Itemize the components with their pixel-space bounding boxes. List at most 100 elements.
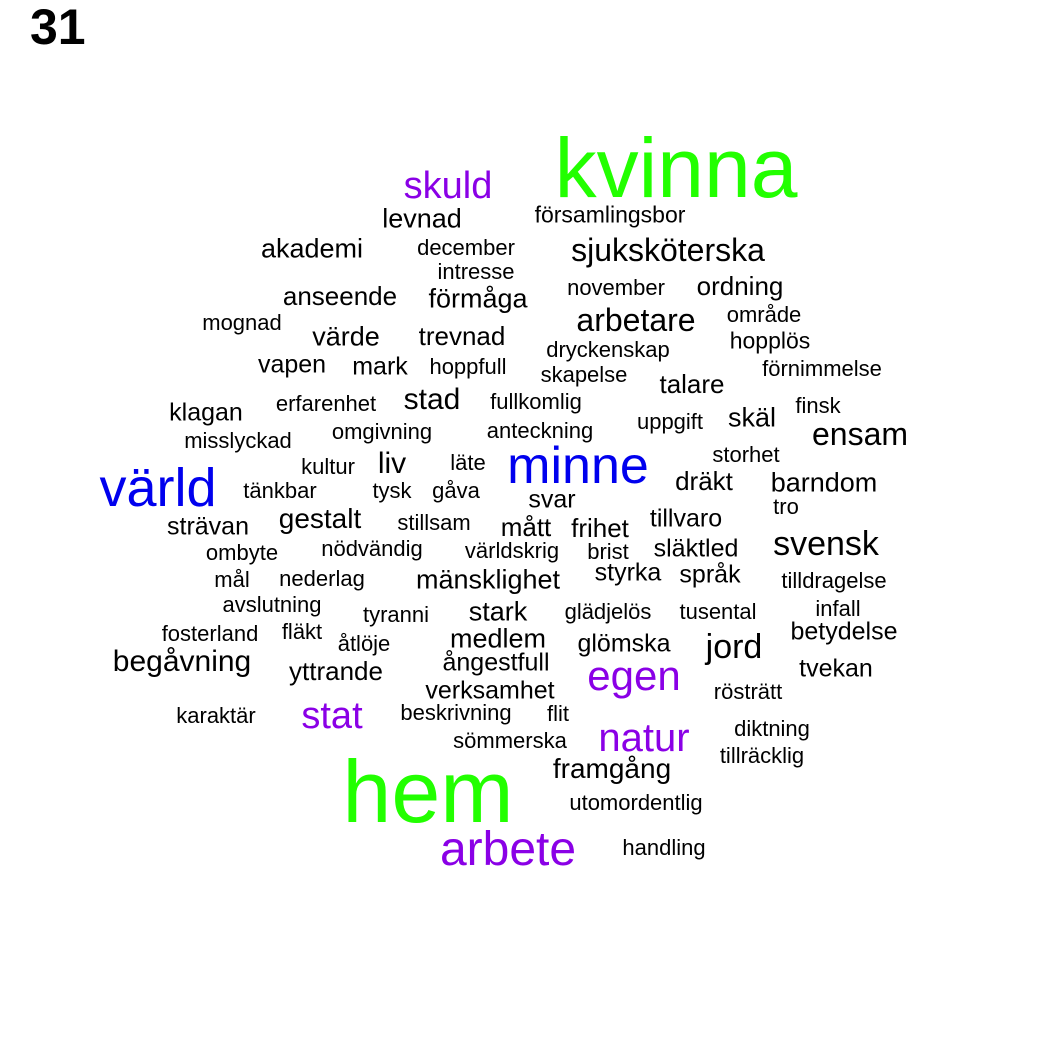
word-2: hem — [342, 742, 514, 841]
word-100: handling — [622, 835, 706, 860]
word-78: nödvändig — [321, 536, 423, 561]
word-44: svar — [528, 485, 576, 514]
word-66: misslyckad — [184, 428, 292, 453]
word-26: ordning — [696, 271, 784, 301]
word-33: yttrande — [289, 656, 383, 686]
word-71: läte — [450, 450, 486, 475]
word-77: ombyte — [205, 540, 279, 565]
word-51: församlingsbor — [534, 201, 686, 228]
word-8: natur — [598, 716, 690, 760]
word-39: verksamhet — [425, 676, 555, 705]
word-67: omgivning — [331, 419, 433, 444]
word-21: mänsklighet — [415, 564, 561, 595]
word-47: styrka — [594, 558, 662, 587]
word-56: mognad — [202, 310, 282, 335]
word-48: språk — [679, 560, 741, 589]
word-95: flit — [547, 701, 569, 726]
word-24: akademi — [260, 233, 364, 264]
word-81: mål — [214, 567, 250, 592]
word-76: stillsam — [397, 510, 471, 535]
page-number: 31 — [30, 0, 86, 55]
word-70: kultur — [301, 454, 355, 479]
word-31: stark — [468, 596, 528, 627]
word-19: barndom — [770, 467, 878, 498]
word-69: storhet — [712, 442, 780, 467]
word-7: egen — [587, 652, 681, 699]
word-87: tusental — [679, 599, 757, 624]
word-43: strävan — [167, 512, 249, 541]
word-85: tyranni — [362, 602, 430, 627]
word-88: infall — [815, 596, 861, 621]
word-63: fullkomlig — [490, 389, 582, 414]
word-30: skäl — [727, 402, 777, 433]
word-79: världskrig — [464, 538, 560, 563]
word-60: skapelse — [540, 362, 628, 387]
word-40: mark — [352, 352, 408, 381]
word-80: brist — [587, 539, 629, 564]
word-22: förmåga — [428, 283, 528, 314]
word-9: stat — [301, 695, 363, 737]
word-13: svensk — [773, 525, 879, 563]
word-84: avslutning — [222, 592, 322, 617]
word-61: förnimmelse — [762, 356, 882, 381]
word-1: kvinna — [554, 121, 798, 215]
word-20: framgång — [552, 753, 672, 784]
word-14: jord — [705, 628, 763, 666]
word-50: tvekan — [799, 654, 873, 683]
word-4: minne — [507, 437, 649, 495]
word-97: sömmerska — [453, 728, 567, 753]
word-72: tänkbar — [243, 478, 317, 503]
word-12: ensam — [811, 416, 909, 452]
word-65: uppgift — [636, 409, 704, 434]
word-15: begåvning — [112, 645, 252, 678]
word-68: anteckning — [486, 418, 594, 443]
word-83: tilldragelse — [781, 568, 887, 593]
word-90: fläkt — [281, 619, 323, 644]
word-75: tro — [773, 494, 799, 519]
word-55: område — [726, 302, 802, 327]
word-27: värde — [312, 321, 380, 352]
word-17: stad — [403, 383, 461, 416]
word-89: fosterland — [161, 621, 259, 646]
word-82: nederlag — [279, 566, 365, 591]
word-45: tillvaro — [649, 504, 723, 533]
word-57: hopplös — [729, 327, 811, 354]
word-3: värld — [99, 458, 217, 518]
word-37: betydelse — [790, 617, 898, 646]
word-10: sjuksköterska — [571, 232, 765, 268]
word-92: rösträtt — [713, 679, 783, 704]
word-35: mått — [500, 512, 552, 542]
word-5: arbete — [439, 823, 577, 876]
word-99: utomordentlig — [569, 790, 703, 815]
word-91: åtlöje — [337, 631, 391, 656]
word-64: finsk — [795, 393, 841, 418]
word-93: karaktär — [176, 703, 256, 728]
word-86: glädjelös — [564, 599, 652, 624]
word-32: medlem — [449, 623, 547, 654]
word-34: frihet — [571, 513, 629, 543]
word-38: ångestfull — [442, 648, 550, 677]
word-49: glömska — [577, 629, 671, 658]
word-18: liv — [377, 447, 407, 480]
word-62: erfarenhet — [275, 391, 377, 416]
word-54: november — [567, 275, 665, 300]
word-98: tillräcklig — [719, 743, 805, 768]
word-36: dräkt — [675, 466, 733, 496]
word-11: arbetare — [576, 302, 696, 338]
word-42: klagan — [169, 398, 243, 427]
word-58: dryckenskap — [546, 337, 670, 362]
word-53: intresse — [437, 259, 515, 284]
word-46: släktled — [653, 534, 739, 563]
word-73: tysk — [372, 478, 412, 503]
word-6: skuld — [403, 165, 493, 207]
word-16: gestalt — [278, 503, 362, 534]
word-52: december — [417, 235, 515, 260]
word-74: gåva — [432, 478, 480, 503]
word-94: beskrivning — [400, 700, 512, 725]
word-41: vapen — [257, 350, 327, 379]
word-96: diktning — [734, 716, 810, 741]
word-23: levnad — [382, 203, 462, 234]
word-25: anseende — [282, 281, 398, 311]
